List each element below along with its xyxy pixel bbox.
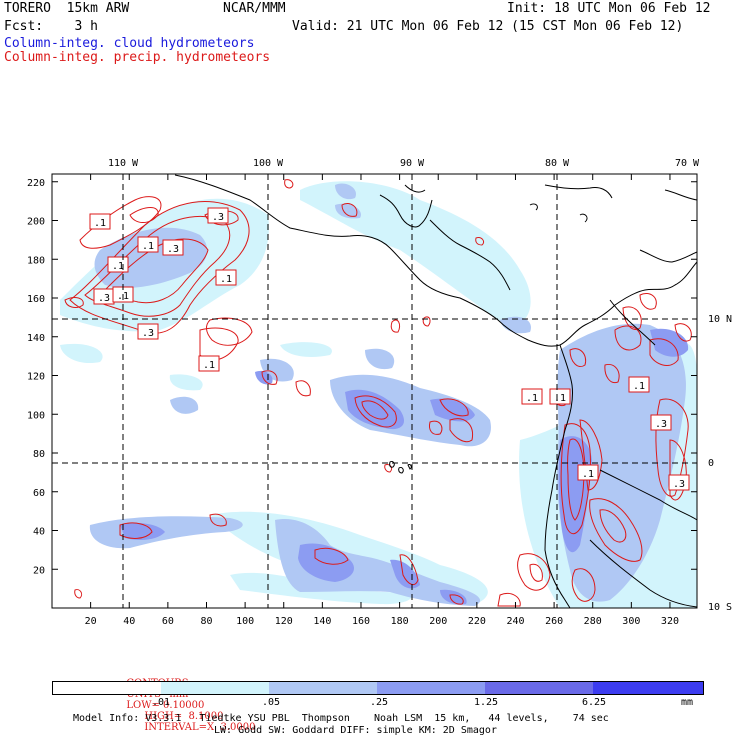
contour-label-box (137, 323, 159, 340)
y-tick-label: 200 (27, 217, 45, 228)
contour-info-interval: INTERVAL=X 3.0000 (144, 722, 256, 733)
longitude-label: 100 W (253, 158, 284, 169)
axis-ticks: 220 200 180 160 140 120 100 80 60 40 20 20 40 60 80 100… (27, 158, 732, 627)
contour-label: .3 (655, 419, 667, 430)
model-title: TORERO 15km ARW (4, 1, 130, 16)
contour-label-box (628, 376, 650, 393)
init-time: Init: 18 UTC Mon 06 Feb 12 (507, 1, 711, 16)
x-tick-label: 280 (584, 616, 602, 627)
y-tick-label: 100 (27, 410, 45, 421)
contour-label-box (577, 464, 599, 481)
y-tick-label: 20 (33, 565, 45, 576)
latitude-label: 0 (708, 458, 714, 469)
plot-frame (51, 173, 698, 609)
colorbar-bin-1 (161, 682, 269, 694)
model-info: Model Info: V3.3.1 Tiedtke YSU PBL Thomp… (73, 713, 609, 724)
colorbar-value-1: .05 (262, 697, 281, 708)
x-tick-label: 20 (85, 616, 97, 627)
contour-label: .1 (94, 218, 106, 229)
contour-label-box (207, 207, 229, 224)
contour-label: .1 (220, 274, 232, 285)
contour-label-box (549, 388, 571, 405)
coastlines (174, 174, 697, 608)
contour-label-box (162, 239, 184, 256)
x-tick-label: 200 (429, 616, 447, 627)
colorbar (52, 681, 704, 695)
contour-label: .1 (633, 381, 645, 392)
contour-label: .3 (167, 244, 179, 255)
contour-info-low: LOW= 0.10000 (126, 700, 205, 711)
graticule (52, 174, 697, 608)
x-tick-label: 220 (468, 616, 486, 627)
y-tick-label: 160 (27, 294, 45, 305)
precip-contours (64, 179, 692, 607)
cloud-shading-dark (120, 328, 689, 605)
colorbar-bin-5 (593, 682, 703, 694)
contour-label: .1 (203, 360, 215, 371)
x-tick-label: 160 (352, 616, 370, 627)
contour-label-box (650, 414, 672, 431)
x-tick-label: 240 (506, 616, 524, 627)
legend-cloud-hydrometeors: Column-integ. cloud hydrometeors (4, 36, 255, 51)
contour-label: .1 (526, 393, 538, 404)
contour-label: .1 (582, 469, 594, 480)
contour-label: .1 (112, 261, 124, 272)
x-tick-label: 260 (545, 616, 563, 627)
x-tick-label: 60 (162, 616, 174, 627)
legend-precip-hydrometeors: Column-integ. precip. hydrometeors (4, 50, 271, 65)
contour-label: .3 (212, 212, 224, 223)
organization-label: NCAR/MMM (223, 1, 286, 16)
contour-label-box (198, 355, 220, 372)
colorbar-bin-2 (269, 682, 377, 694)
contour-label: .3 (673, 479, 685, 490)
colorbar-bin-4 (485, 682, 593, 694)
contour-label: .3 (142, 328, 154, 339)
colorbar-bin-3 (377, 682, 485, 694)
contour-label: .1 (554, 393, 566, 404)
longitude-label: 80 W (545, 158, 570, 169)
valid-time: Valid: 21 UTC Mon 06 Feb 12 (15 CST Mon … (292, 19, 684, 34)
x-tick-label: 40 (123, 616, 135, 627)
contour-label: .3 (98, 293, 110, 304)
colorbar-value-3: 1.25 (474, 697, 499, 708)
x-tick-label: 140 (313, 616, 331, 627)
longitude-label: 110 W (108, 158, 139, 169)
contour-label-box (521, 388, 543, 405)
colorbar-bin-0 (53, 682, 161, 694)
colorbar-unit: mm (681, 697, 694, 708)
contour-info-high: HIGH= 8.1000 (144, 711, 224, 722)
contour-label-box (137, 236, 159, 253)
y-tick-label: 60 (33, 488, 45, 499)
x-tick-label: 80 (200, 616, 212, 627)
x-tick-label: 180 (391, 616, 409, 627)
y-tick-label: 80 (33, 449, 45, 460)
longitude-label: 70 W (675, 158, 700, 169)
latitude-label: 10 N (708, 314, 732, 325)
forecast-hour: Fcst: 3 h (4, 19, 98, 34)
contour-label-box (89, 213, 111, 230)
x-tick-label: 120 (275, 616, 293, 627)
y-tick-label: 180 (27, 255, 45, 266)
y-tick-label: 120 (27, 372, 45, 383)
contour-label-box (668, 474, 690, 491)
y-tick-label: 220 (27, 178, 45, 189)
colorbar-value-4: 6.25 (582, 697, 607, 708)
x-tick-label: 300 (622, 616, 640, 627)
x-tick-label: 100 (236, 616, 254, 627)
colorbar-value-0: .01 (152, 697, 171, 708)
longitude-label: 90 W (400, 158, 425, 169)
y-tick-label: 140 (27, 333, 45, 344)
contour-label: .1 (142, 241, 154, 252)
contour-label-box (215, 269, 237, 286)
x-tick-label: 320 (661, 616, 679, 627)
model-physics: LW: Godd SW: Goddard DIFF: simple KM: 2D… (214, 725, 497, 736)
latitude-label: 10 S (708, 602, 732, 613)
y-tick-label: 40 (33, 527, 45, 538)
colorbar-value-2: .25 (370, 697, 389, 708)
